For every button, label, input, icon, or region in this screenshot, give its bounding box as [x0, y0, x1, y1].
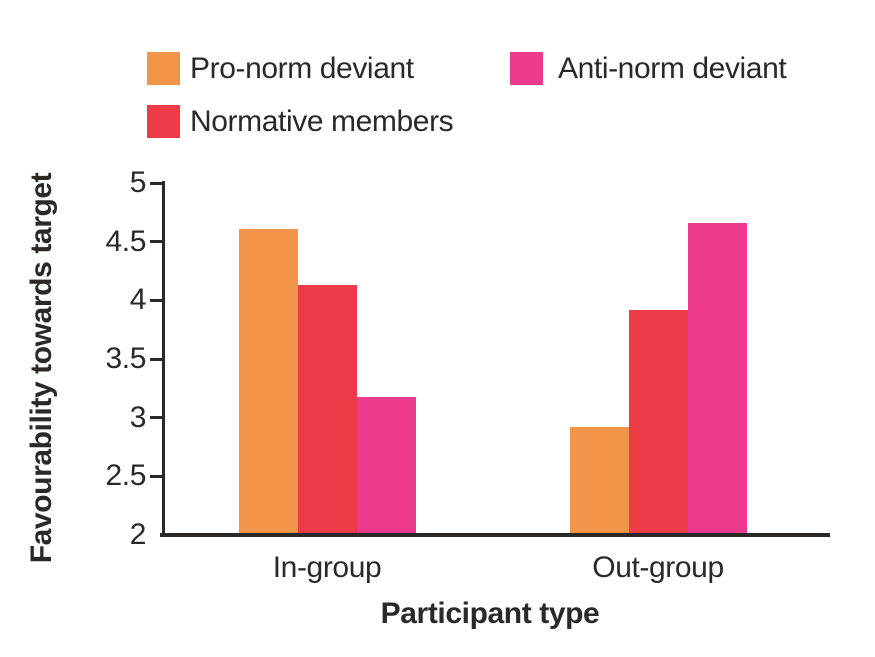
bar-in-group-anti-norm-deviant [356, 396, 416, 535]
y-tick-mark [150, 240, 163, 244]
bar-out-group-normative-members [628, 309, 688, 535]
y-tick-label: 4.5 [105, 224, 146, 258]
legend-label-pro-norm: Pro-norm deviant [190, 52, 414, 85]
y-tick-label: 2.5 [105, 459, 146, 493]
legend-label-normative: Normative members [190, 105, 454, 138]
y-tick-mark [150, 357, 163, 361]
bar-in-group-normative-members [297, 285, 357, 535]
y-tick-label: 2 [129, 518, 147, 551]
y-tick-label: 4 [129, 283, 147, 317]
y-axis-line [162, 181, 165, 537]
x-category-label-outgroup: Out-group [592, 551, 724, 584]
y-tick-mark [150, 181, 163, 185]
y-tick-mark [150, 474, 163, 478]
y-tick-mark [150, 416, 163, 420]
y-axis-title: Favourability towards target [25, 172, 58, 564]
x-axis-title: Participant type [380, 597, 600, 630]
bar-out-group-pro-norm-deviant [569, 427, 629, 535]
legend-swatch-pro-norm [147, 52, 180, 85]
bar-in-group-pro-norm-deviant [238, 228, 298, 535]
y-tick-mark [150, 298, 163, 302]
y-tick-label: 3 [129, 400, 147, 434]
y-tick-label: 3.5 [105, 342, 146, 375]
legend-swatch-normative [147, 105, 180, 138]
bar-out-group-anti-norm-deviant [687, 222, 747, 535]
legend-label-anti-norm: Anti-norm deviant [558, 52, 787, 85]
y-tick-label: 5 [129, 166, 147, 199]
x-category-label-ingroup: In-group [272, 551, 382, 584]
legend-swatch-anti-norm [510, 52, 543, 85]
x-axis-line [160, 533, 830, 537]
